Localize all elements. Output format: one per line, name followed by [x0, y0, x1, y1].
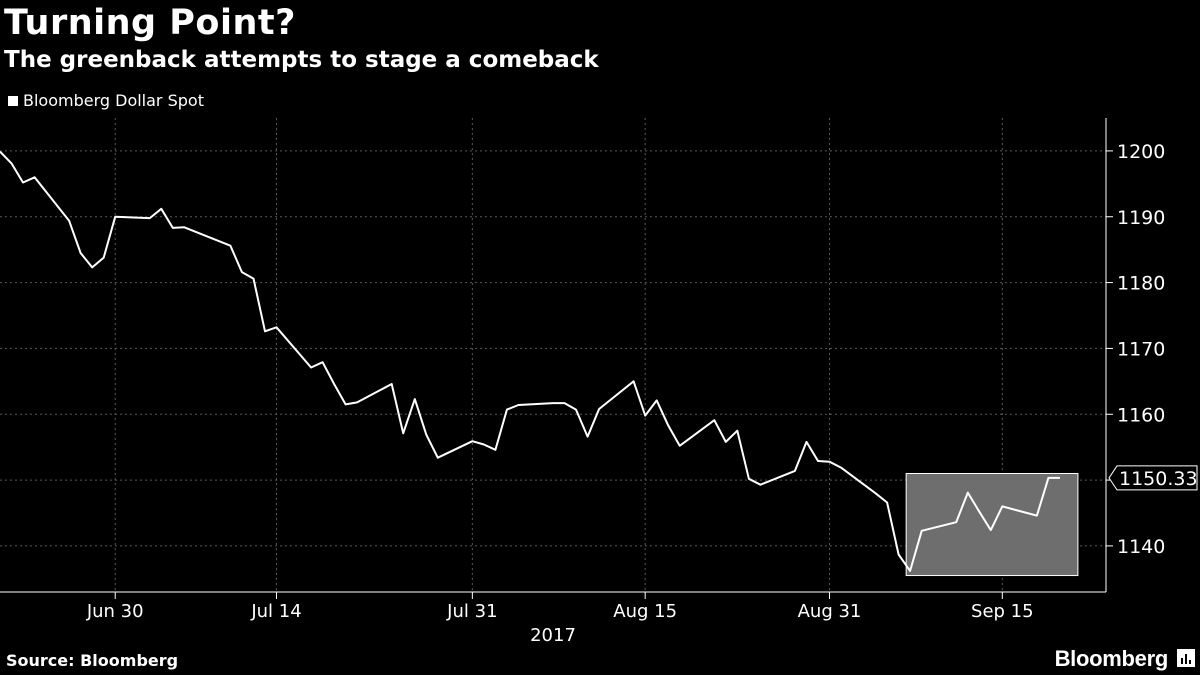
highlight-box: [905, 473, 1079, 577]
x-tick-label: Aug 15: [613, 601, 677, 622]
x-tick-label: Sep 15: [971, 601, 1034, 622]
x-tick-label: Jun 30: [86, 601, 144, 622]
x-tick-label: Jul 14: [250, 601, 301, 622]
legend-label: Bloomberg Dollar Spot: [23, 91, 204, 110]
brand-logo-text: Bloomberg: [1054, 646, 1169, 671]
y-tick-label: 1170: [1117, 338, 1165, 360]
last-value-callout: [1108, 465, 1198, 491]
chart-title: Turning Point?: [4, 3, 296, 43]
source-note: Source: Bloomberg: [6, 651, 179, 670]
y-tick-label: 1200: [1117, 141, 1165, 163]
y-tick-label: 1180: [1117, 273, 1165, 295]
y-tick-label: 1190: [1117, 207, 1165, 229]
last-value-label: 1150.33: [1119, 468, 1198, 490]
legend: Bloomberg Dollar Spot: [8, 90, 204, 112]
y-tick-label: 1140: [1117, 536, 1165, 558]
chart-subtitle: The greenback attempts to stage a comeba…: [4, 47, 599, 73]
x-axis-year-label: 2017: [530, 625, 576, 646]
x-tick-label: Aug 31: [798, 601, 862, 622]
y-tick-label: 1160: [1117, 404, 1165, 426]
bloomberg-logo-icon: [1177, 649, 1195, 667]
x-tick-label: Jul 31: [446, 601, 497, 622]
series-line-dollar-spot: [0, 150, 1060, 572]
legend-square-icon: [8, 96, 18, 106]
